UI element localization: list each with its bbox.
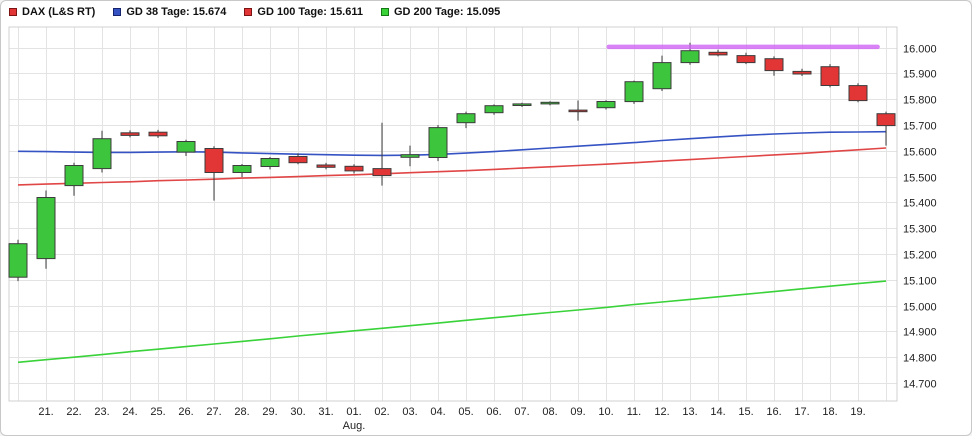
gd200-series-marker-icon [381, 8, 389, 16]
svg-text:15.500: 15.500 [903, 173, 937, 185]
svg-text:10.: 10. [598, 406, 613, 418]
gd100-series-label: GD 100 Tage: 15.611 [257, 6, 363, 18]
svg-text:24.: 24. [122, 406, 137, 418]
dax-series-marker-icon [9, 8, 17, 16]
svg-text:04.: 04. [430, 406, 445, 418]
svg-text:18.: 18. [822, 406, 837, 418]
svg-text:15.: 15. [738, 406, 753, 418]
svg-text:14.800: 14.800 [903, 353, 937, 365]
svg-text:13.: 13. [682, 406, 697, 418]
gd38-series-label: GD 38 Tage: 15.674 [126, 6, 227, 18]
svg-text:09.: 09. [570, 406, 585, 418]
svg-text:Aug.: Aug. [343, 420, 366, 432]
svg-text:22.: 22. [66, 406, 81, 418]
svg-text:14.700: 14.700 [903, 379, 937, 391]
legend-item-dax: DAX (L&S RT) [9, 6, 95, 18]
gd100-series-marker-icon [244, 8, 253, 16]
svg-text:26.: 26. [178, 406, 193, 418]
svg-text:16.: 16. [766, 406, 781, 418]
svg-text:25.: 25. [150, 406, 165, 418]
svg-text:30.: 30. [290, 406, 305, 418]
svg-text:15.600: 15.600 [903, 147, 937, 159]
svg-text:29.: 29. [262, 406, 277, 418]
svg-text:15.700: 15.700 [903, 121, 937, 133]
legend-item-gd200: GD 200 Tage: 15.095 [381, 6, 500, 18]
svg-text:15.100: 15.100 [903, 276, 937, 288]
svg-text:08.: 08. [542, 406, 557, 418]
svg-text:15.800: 15.800 [903, 95, 937, 107]
svg-text:07.: 07. [514, 406, 529, 418]
svg-text:12.: 12. [654, 406, 669, 418]
svg-text:14.: 14. [710, 406, 725, 418]
svg-text:23.: 23. [94, 406, 109, 418]
svg-text:01.: 01. [346, 406, 361, 418]
svg-text:21.: 21. [38, 406, 53, 418]
svg-text:02.: 02. [374, 406, 389, 418]
svg-text:15.900: 15.900 [903, 69, 937, 81]
svg-text:03.: 03. [402, 406, 417, 418]
svg-text:14.900: 14.900 [903, 327, 937, 339]
svg-text:11.: 11. [627, 406, 641, 418]
legend-item-gd100: GD 100 Tage: 15.611 [244, 6, 363, 18]
svg-text:15.300: 15.300 [903, 224, 937, 236]
svg-text:27.: 27. [206, 406, 221, 418]
svg-text:15.000: 15.000 [903, 302, 937, 314]
svg-text:05.: 05. [458, 406, 473, 418]
svg-text:19.: 19. [850, 406, 865, 418]
legend-item-gd38: GD 38 Tage: 15.674 [113, 6, 226, 18]
dax-series-label: DAX (L&S RT) [22, 6, 96, 18]
svg-text:15.400: 15.400 [903, 198, 937, 210]
gd38-series-marker-icon [113, 8, 122, 16]
svg-text:17.: 17. [794, 406, 809, 418]
svg-text:06.: 06. [486, 406, 501, 418]
gd200-series-label: GD 200 Tage: 15.095 [394, 6, 501, 18]
svg-text:15.200: 15.200 [903, 250, 937, 262]
chart-legend: DAX (L&S RT) GD 38 Tage: 15.674 GD 100 T… [9, 6, 500, 18]
svg-text:16.000: 16.000 [903, 44, 937, 56]
svg-text:31.: 31. [318, 406, 333, 418]
svg-text:28.: 28. [234, 406, 249, 418]
